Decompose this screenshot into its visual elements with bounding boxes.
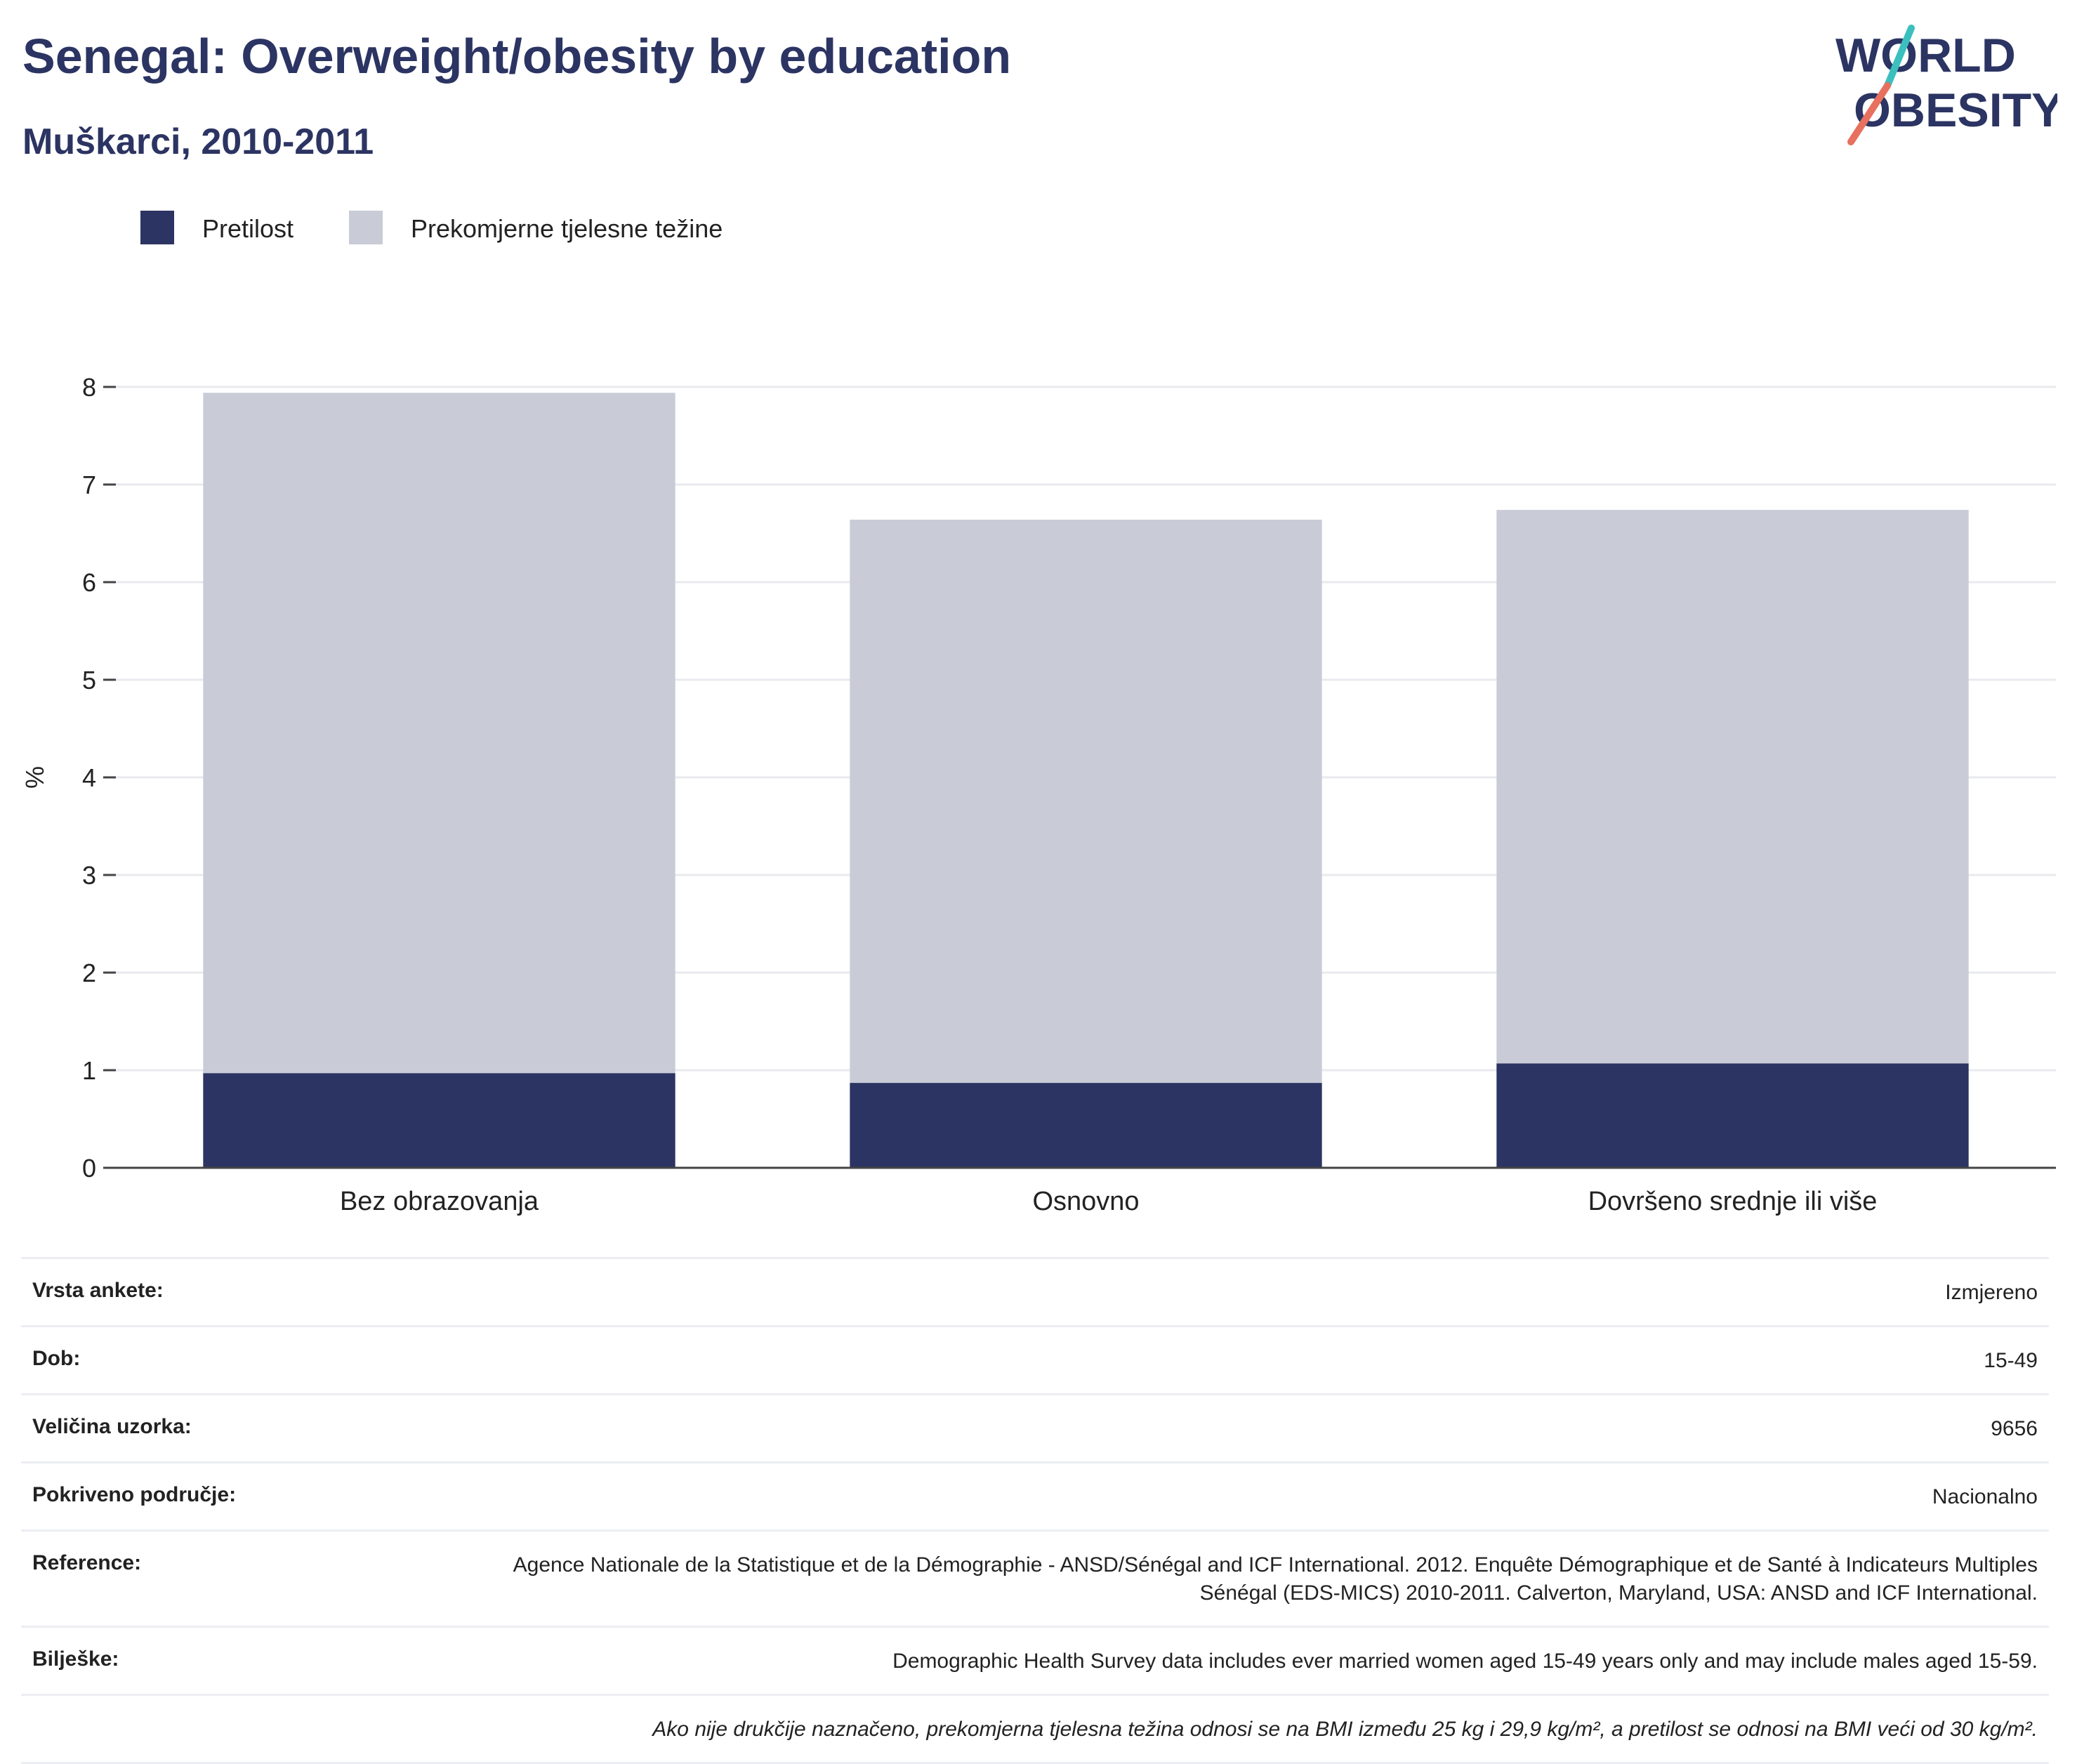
info-row: Vrsta ankete: Izmjereno <box>21 1257 2049 1327</box>
bar-overweight-3 <box>1496 510 1969 1064</box>
info-value: 9656 <box>454 1393 2049 1463</box>
info-value: Nacionalno <box>454 1461 2049 1531</box>
y-tick-label: 4 <box>82 763 96 792</box>
bar-obesity-3 <box>1496 1063 1969 1168</box>
legend-label-1: Pretilost <box>202 214 294 243</box>
footnote-row: Ako nije drukčije naznačeno, prekomjerna… <box>21 1694 2049 1764</box>
info-value: Izmjereno <box>454 1257 2049 1327</box>
info-value: Demographic Health Survey data includes … <box>454 1626 2049 1695</box>
chart-title: Senegal: Overweight/obesity by education <box>22 29 1012 84</box>
info-row: Reference: Agence Nationale de la Statist… <box>21 1529 2049 1627</box>
info-label: Pokriveno područje: <box>21 1461 454 1531</box>
y-tick-label: 5 <box>82 666 96 695</box>
y-tick-label: 6 <box>82 568 96 597</box>
info-label: Veličina uzorka: <box>21 1393 454 1463</box>
survey-info-table: Vrsta ankete: Izmjereno Dob: 15-49 Veličina … <box>21 1257 2049 1764</box>
footnote: Ako nije drukčije naznačeno, prekomjerna… <box>21 1694 2049 1764</box>
chart-legend: Pretilost Prekomjerne tjelesne težine <box>140 211 723 244</box>
chart-axes: 0 1 2 3 4 5 6 7 8% Bez obrazovanja Osnovno Dovršeno… <box>20 373 2056 1216</box>
bar-overweight-1 <box>203 393 675 1074</box>
y-tick-label: 1 <box>82 1056 96 1085</box>
chart-subtitle: Muškarci, 2010-2011 <box>22 121 374 162</box>
bar-obesity-1 <box>203 1073 675 1168</box>
bar-overweight-2 <box>850 520 1322 1084</box>
legend-swatch-2 <box>349 211 383 244</box>
info-label: Dob: <box>21 1325 454 1395</box>
y-tick-label: 8 <box>82 373 96 402</box>
info-value: 15-49 <box>454 1325 2049 1395</box>
world-obesity-logo: WORLD OBESITY <box>1835 25 2057 145</box>
info-row: Pokriveno područje: Nacionalno <box>21 1461 2049 1531</box>
x-category-label: Dovršeno srednje ili više <box>1588 1187 1878 1216</box>
logo-slash-coral <box>1847 82 1891 145</box>
logo-text-world: WORLD <box>1835 29 2016 82</box>
y-axis-title: % <box>20 766 49 789</box>
bar-obesity-2 <box>850 1083 1322 1168</box>
info-label: Bilješke: <box>21 1626 454 1695</box>
legend-label-2: Prekomjerne tjelesne težine <box>411 214 723 243</box>
stacked-bar-chart: Pretilost Prekomjerne tjelesne težine 0 1 2… <box>20 211 2056 1216</box>
info-row: Bilješke: Demographic Health Survey data … <box>21 1626 2049 1695</box>
info-label: Reference: <box>21 1529 454 1627</box>
info-value: Agence Nationale de la Statistique et de… <box>454 1529 2049 1627</box>
y-tick-label: 7 <box>82 470 96 499</box>
info-row: Dob: 15-49 <box>21 1325 2049 1395</box>
logo-text-obesity: OBESITY <box>1854 84 2057 137</box>
y-tick-label: 0 <box>82 1154 96 1183</box>
logo-slash-teal <box>1884 25 1915 89</box>
legend-swatch-1 <box>140 211 174 244</box>
y-tick-label: 2 <box>82 959 96 987</box>
x-category-label: Bez obrazovanja <box>340 1187 539 1216</box>
y-tick-label: 3 <box>82 861 96 890</box>
x-category-label: Osnovno <box>1032 1187 1139 1216</box>
chart-bars <box>203 393 1969 1168</box>
info-label: Vrsta ankete: <box>21 1257 454 1327</box>
info-row: Veličina uzorka: 9656 <box>21 1393 2049 1463</box>
